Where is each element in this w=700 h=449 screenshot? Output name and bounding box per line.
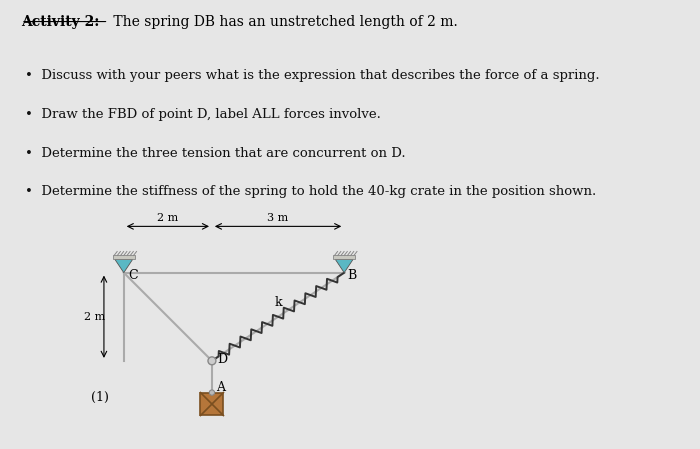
Text: Activity 2:: Activity 2: [21,15,99,29]
Text: (1): (1) [91,391,108,404]
Text: •  Discuss with your peers what is the expression that describes the force of a : • Discuss with your peers what is the ex… [25,69,599,82]
Polygon shape [113,255,135,260]
Polygon shape [115,260,132,273]
Text: •  Determine the three tension that are concurrent on D.: • Determine the three tension that are c… [25,146,405,159]
Text: 3 m: 3 m [267,213,288,223]
Text: D: D [217,352,228,365]
Polygon shape [333,255,355,260]
Text: k: k [274,296,282,309]
Text: C: C [128,269,138,282]
Text: •  Draw the FBD of point D, label ALL forces involve.: • Draw the FBD of point D, label ALL for… [25,108,380,121]
Polygon shape [335,260,353,273]
Circle shape [209,390,215,395]
Circle shape [208,357,216,365]
Bar [200,392,223,415]
Text: 2 m: 2 m [85,312,106,322]
Text: A: A [216,381,225,394]
Text: 2 m: 2 m [158,213,178,223]
Text: The spring DB has an unstretched length of 2 m.: The spring DB has an unstretched length … [109,15,458,29]
Text: B: B [348,269,357,282]
Text: •  Determine the stiffness of the spring to hold the 40-kg crate in the position: • Determine the stiffness of the spring … [25,185,596,198]
